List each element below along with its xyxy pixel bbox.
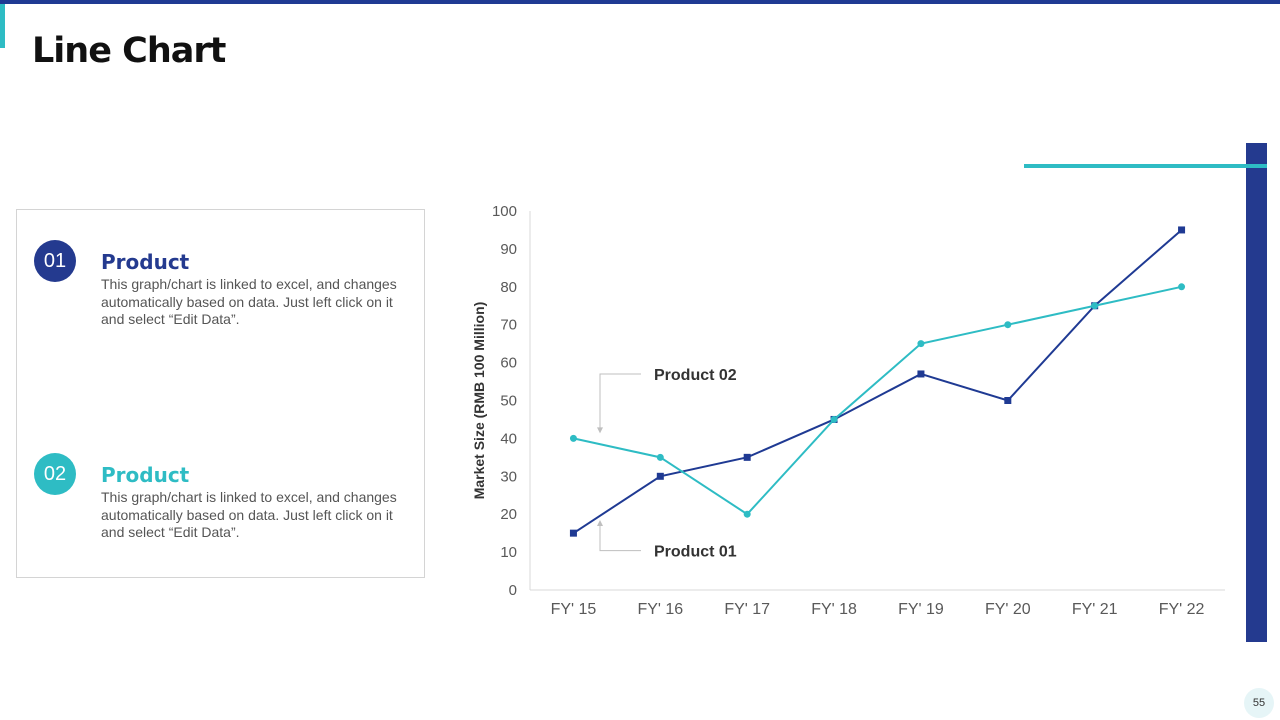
data-point-1 xyxy=(743,453,751,461)
item-description-2: This graph/chart is linked to excel, and… xyxy=(101,489,397,540)
y-tick-label: 10 xyxy=(500,544,517,561)
data-point-1 xyxy=(1178,226,1186,234)
y-tick-label: 70 xyxy=(500,317,517,334)
data-point-2 xyxy=(743,510,751,518)
data-point-2 xyxy=(1091,302,1099,310)
y-tick-label: 20 xyxy=(500,506,517,523)
y-tick-label: 80 xyxy=(500,279,517,296)
data-point-1 xyxy=(569,529,577,537)
page-number: 55 xyxy=(1244,688,1274,718)
y-tick-label: 30 xyxy=(500,468,517,485)
x-tick-label: FY' 19 xyxy=(898,601,944,618)
x-tick-label: FY' 18 xyxy=(811,601,857,618)
item-title-1: Product xyxy=(101,250,190,274)
x-tick-label: FY' 22 xyxy=(1159,601,1205,618)
item-number-badge-2: 02 xyxy=(34,453,76,495)
product-info-panel: 01 Product This graph/chart is linked to… xyxy=(16,209,425,578)
x-tick-label: FY' 20 xyxy=(985,601,1031,618)
data-point-1 xyxy=(1004,397,1012,404)
data-point-2 xyxy=(830,415,838,423)
callout-arrow-product-01 xyxy=(597,519,603,526)
x-tick-label: FY' 17 xyxy=(724,601,770,618)
data-point-1 xyxy=(917,370,925,378)
callout-label-product-01: Product 01 xyxy=(654,544,737,561)
data-point-2 xyxy=(569,434,577,442)
y-tick-label: 50 xyxy=(500,393,517,410)
y-tick-label: 60 xyxy=(500,355,517,372)
item-title-2: Product xyxy=(101,463,190,487)
callout-line-product-01 xyxy=(599,523,641,552)
y-tick-label: 40 xyxy=(500,430,517,447)
callout-arrow-product-02 xyxy=(597,427,603,434)
title-accent-bar xyxy=(0,4,5,48)
callout-line-product-02 xyxy=(599,373,641,430)
y-tick-label: 100 xyxy=(492,203,517,220)
data-point-2 xyxy=(656,453,664,461)
series-line-2 xyxy=(573,285,1182,516)
x-tick-label: FY' 16 xyxy=(637,601,683,618)
y-tick-label: 90 xyxy=(500,241,517,258)
slide-title: Line Chart xyxy=(32,31,226,71)
data-point-2 xyxy=(1178,283,1186,291)
item-description-1: This graph/chart is linked to excel, and… xyxy=(101,276,397,327)
item-number-badge-1: 01 xyxy=(34,240,76,282)
x-tick-label: FY' 15 xyxy=(551,601,597,618)
top-accent-bar xyxy=(0,0,1280,4)
data-point-1 xyxy=(656,472,664,480)
data-point-2 xyxy=(917,340,925,348)
callout-label-product-02: Product 02 xyxy=(654,367,737,384)
x-tick-label: FY' 21 xyxy=(1072,601,1118,618)
right-accent-bar xyxy=(1246,143,1267,642)
y-tick-label: 0 xyxy=(509,582,517,599)
data-point-2 xyxy=(1004,321,1012,329)
teal-accent-line xyxy=(1024,164,1267,168)
series-line-1 xyxy=(572,229,1183,534)
y-axis-label: Market Size (RMB 100 Million) xyxy=(471,302,487,500)
